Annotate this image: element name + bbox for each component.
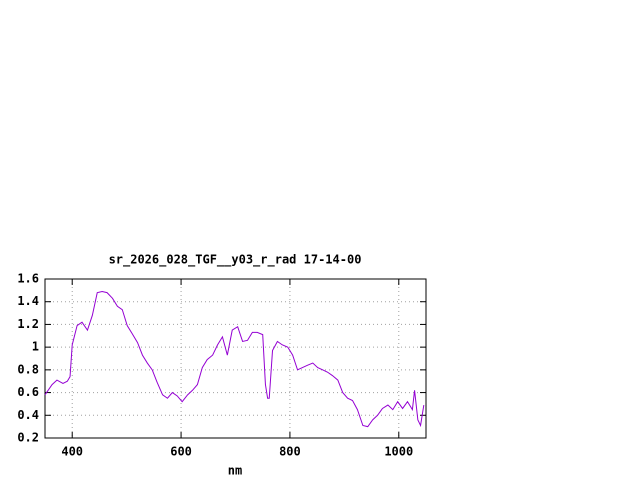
y-tick-label: 0.6 — [17, 385, 39, 399]
x-tick-label: 600 — [170, 445, 192, 459]
x-tick-label: 400 — [61, 445, 83, 459]
x-axis-label: nm — [228, 464, 242, 478]
x-tick-label: 1000 — [384, 445, 413, 459]
data-line — [44, 290, 425, 428]
y-tick-label: 1 — [32, 340, 39, 354]
y-tick-label: 1.6 — [17, 272, 39, 286]
y-tick-label: 0.8 — [17, 362, 39, 376]
y-tick-label: 0.4 — [17, 408, 39, 422]
x-tick-label: 800 — [279, 445, 301, 459]
chart-title: sr_2026_028_TGF__y03_r_rad 17-14-00 — [109, 253, 362, 268]
y-tick-label: 1.2 — [17, 317, 39, 331]
y-tick-label: 1.4 — [17, 294, 39, 308]
plot-border — [44, 278, 427, 439]
y-tick-label: 0.2 — [17, 431, 39, 445]
